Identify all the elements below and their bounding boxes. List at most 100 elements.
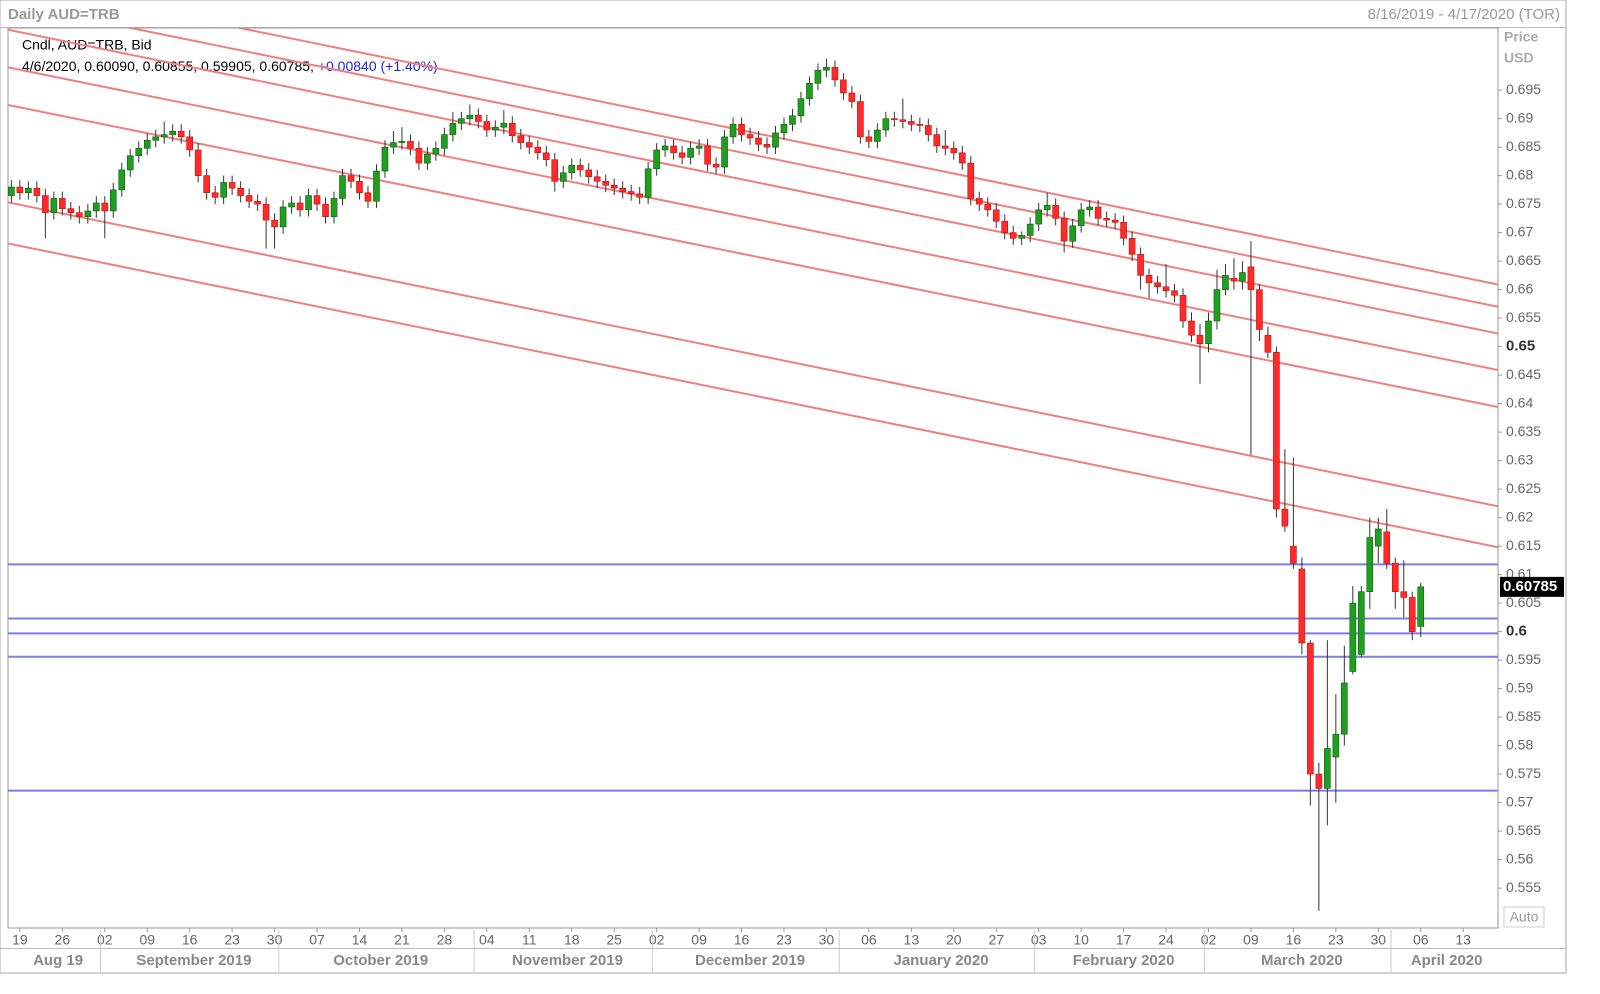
candle-body [1145,275,1153,284]
candle-body [500,122,508,128]
candle-body [33,187,41,196]
candle-body [1111,219,1119,223]
candle-body [542,152,550,160]
candle-body [118,169,126,191]
candle-body [950,147,958,154]
legend-ohlc: 4/6/2020, 0.60090, 0.60855, 0.59905, 0.6… [22,58,314,74]
candle-body [1273,352,1280,510]
candle-body [644,168,652,198]
candle-body [891,118,898,121]
x-tick-label: 02 [97,932,113,948]
candle-body [1298,568,1306,644]
candle-body [1408,597,1416,632]
candle-body [84,210,92,217]
x-tick-label: 17 [1116,932,1132,948]
x-tick-label: 13 [904,932,920,948]
x-tick-label: 06 [1413,932,1429,948]
candle-body [373,170,380,202]
candle-body [237,187,244,196]
x-tick-label: 20 [946,932,962,948]
month-label: February 2020 [1073,952,1175,969]
x-tick-label: 26 [55,932,71,948]
candle-body [1222,275,1229,290]
candle-body [1247,266,1255,290]
candle-body [509,122,516,137]
candle-body [398,141,406,143]
candle-body [1341,682,1348,735]
candle-body [25,187,32,194]
candle-body [1188,320,1195,336]
candle-body [517,135,525,143]
y-tick-label: 0.685 [1506,138,1541,154]
candle-body [1332,733,1340,758]
candle-body [1315,773,1323,789]
candle-body [313,195,321,205]
x-tick-label: 23 [776,932,792,948]
trendline [235,28,1498,286]
candle-body [126,155,134,171]
candle-body [415,147,423,164]
y-tick-label: 0.65 [1506,338,1535,355]
candle-body [1374,528,1382,547]
candle-body [1383,531,1391,564]
candle-body [551,159,559,182]
candle-body [1137,253,1144,276]
legend-change-pct: (+1.40%) [381,58,438,74]
auto-button[interactable] [1503,906,1545,928]
candle-body [1239,272,1246,282]
candle-body [1230,277,1238,282]
y-tick-label: 0.67 [1506,223,1533,239]
month-label: September 2019 [136,952,251,969]
candle-body [177,130,185,138]
y-tick-label: 0.68 [1506,166,1533,182]
y-tick-label: 0.585 [1506,708,1541,724]
candle-body [780,124,788,134]
candle-body [831,67,839,81]
candle-body [653,149,660,170]
candle-body [908,121,915,125]
candle-body [1281,508,1289,527]
candle-body [8,186,15,196]
candle-body [1196,334,1204,345]
candle-body [1077,209,1085,227]
candle-body [305,195,312,211]
plot [8,28,1498,911]
candle-body [279,206,287,228]
candle-body [806,82,813,99]
x-tick-label: 30 [267,932,283,948]
candle-body [1043,204,1051,211]
y-tick-label: 0.56 [1506,850,1533,866]
candle-body [865,136,873,142]
candle-body [1103,218,1110,221]
candle-body [882,118,890,131]
date-range: 8/16/2019 - 4/17/2020 (TOR) [1368,6,1560,23]
candle-body [823,67,830,71]
candle-body [967,162,975,199]
x-tick-label: 09 [691,932,707,948]
auto-button-label[interactable]: Auto [1510,909,1539,925]
candle-body [109,189,117,212]
x-tick-label: 28 [437,932,453,948]
y-tick-label: 0.58 [1506,736,1533,752]
y-tick-label: 0.645 [1506,366,1541,382]
candle-body [1026,223,1034,236]
candle-body [975,198,983,205]
candle-body [729,124,737,138]
x-tick-label: 04 [479,932,495,948]
candle-body [424,153,431,164]
candle-body [627,191,635,195]
x-tick-label: 23 [1328,932,1344,948]
candle-body [610,185,618,189]
candle-body [254,200,261,205]
candle-body [534,146,542,154]
candle-body [364,192,372,202]
candle-body [738,124,745,135]
month-label: April 2020 [1411,952,1483,969]
month-label: November 2019 [512,952,623,969]
y-tick-label: 0.57 [1506,793,1533,809]
candle-body [1162,286,1170,292]
candle-body [661,145,669,151]
candle-body [1324,748,1331,789]
candle-body [169,130,177,135]
